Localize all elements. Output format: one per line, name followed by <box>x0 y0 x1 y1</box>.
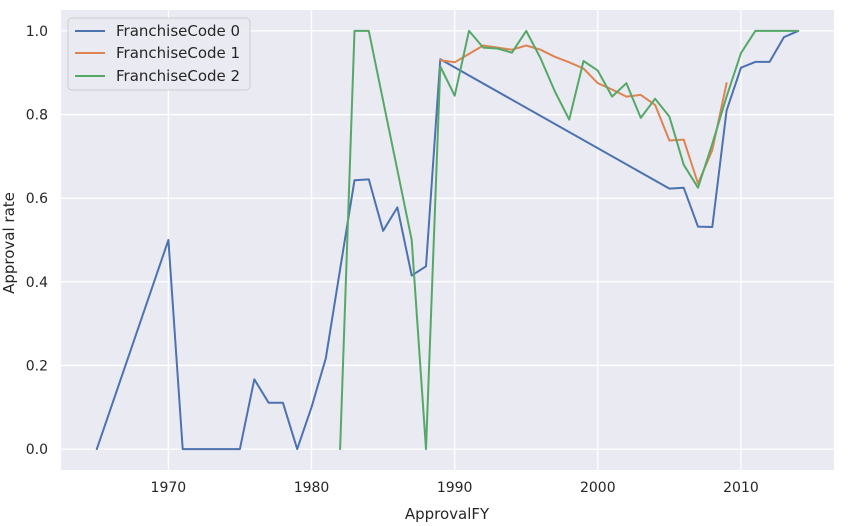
legend-label-2: FranchiseCode 2 <box>116 67 240 85</box>
x-tick-label-0: 1970 <box>151 480 187 496</box>
x-tick-label-3: 2000 <box>580 480 616 496</box>
y-tick-label-5: 1.0 <box>26 24 48 40</box>
x-axis-label: ApprovalFY <box>405 505 490 523</box>
y-tick-label-4: 0.8 <box>26 108 48 124</box>
legend-label-0: FranchiseCode 0 <box>116 22 240 40</box>
legend-label-1: FranchiseCode 1 <box>116 44 240 62</box>
series-line-0 <box>95 29 800 451</box>
x-tick-label-1: 1980 <box>294 480 330 496</box>
series-lines <box>95 29 800 451</box>
x-tick-label-4: 2010 <box>723 480 759 496</box>
series-line-1 <box>439 44 728 185</box>
legend: FranchiseCode 0 FranchiseCode 1 Franchis… <box>67 17 251 91</box>
y-tick-label-3: 0.6 <box>26 191 48 207</box>
y-tick-labels: 0.0 0.2 0.4 0.6 0.8 1.0 <box>26 24 48 458</box>
x-tick-labels: 1970 1980 1990 2000 2010 <box>151 480 759 496</box>
y-tick-label-1: 0.2 <box>26 358 48 374</box>
y-tick-label-0: 0.0 <box>26 442 48 458</box>
legend-box <box>67 17 251 91</box>
y-axis-label: Approval rate <box>0 192 18 294</box>
x-tick-label-2: 1990 <box>437 480 473 496</box>
series-line-2 <box>339 29 800 451</box>
grid-lines <box>61 10 834 470</box>
y-tick-label-2: 0.4 <box>26 275 48 291</box>
